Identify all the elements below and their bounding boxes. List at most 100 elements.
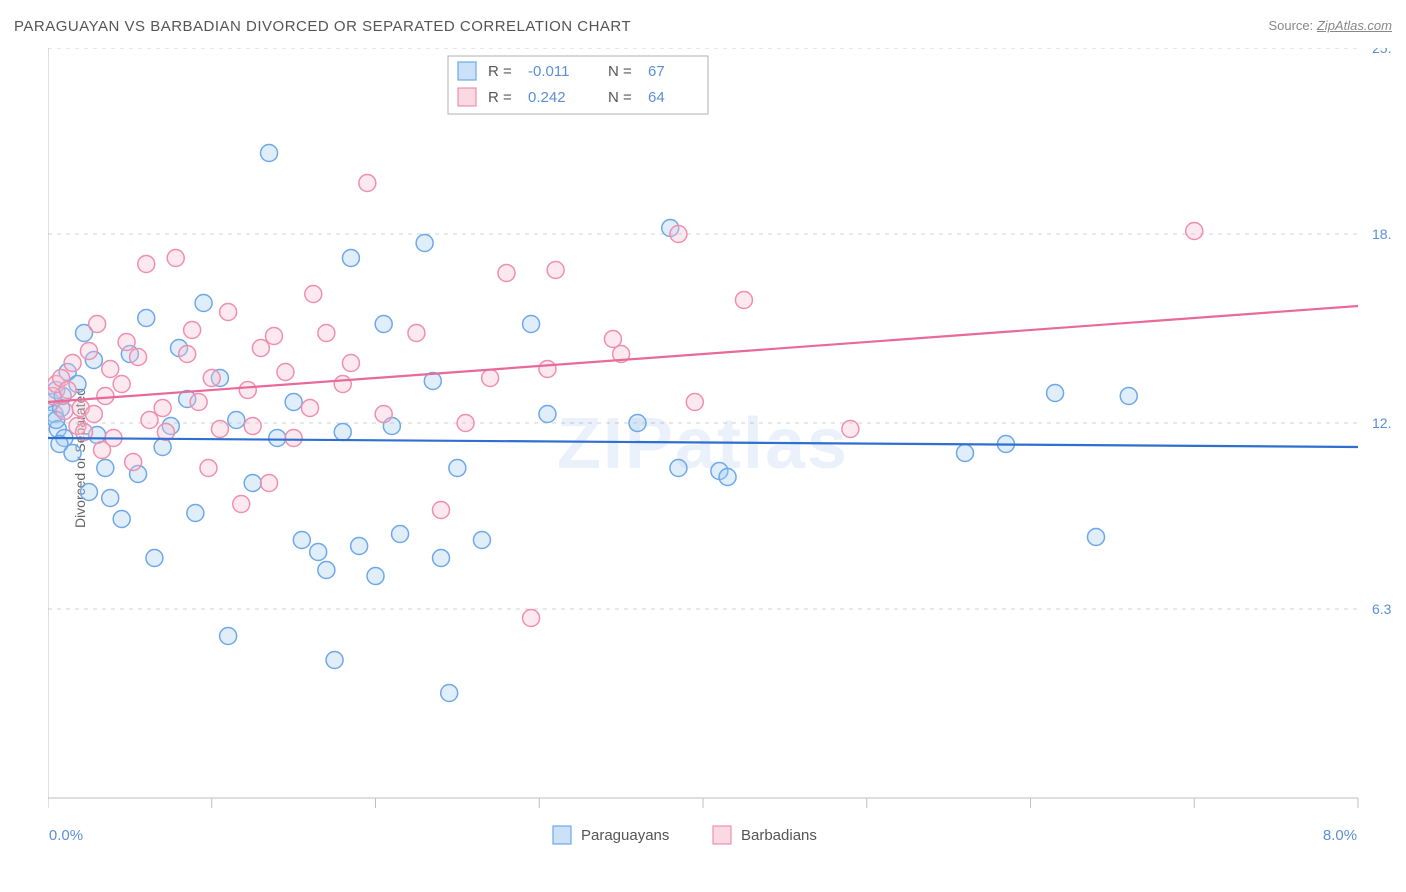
data-point-barbadians — [59, 382, 76, 399]
data-point-paraguayans — [539, 406, 556, 423]
data-point-paraguayans — [220, 628, 237, 645]
data-point-paraguayans — [154, 439, 171, 456]
data-point-barbadians — [433, 502, 450, 519]
data-point-barbadians — [138, 256, 155, 273]
data-point-barbadians — [252, 340, 269, 357]
data-point-paraguayans — [102, 490, 119, 507]
stats-r-label: R = — [488, 63, 512, 80]
x-tick-label: 0.0% — [49, 827, 83, 844]
data-point-paraguayans — [244, 475, 261, 492]
x-tick-label: 8.0% — [1323, 827, 1357, 844]
data-point-barbadians — [211, 421, 228, 438]
data-point-barbadians — [305, 286, 322, 303]
stats-n-label: N = — [608, 63, 632, 80]
data-point-paraguayans — [80, 484, 97, 501]
data-point-barbadians — [200, 460, 217, 477]
stats-r-label: R = — [488, 89, 512, 106]
data-point-paraguayans — [261, 145, 278, 162]
data-point-barbadians — [89, 316, 106, 333]
data-point-paraguayans — [670, 460, 687, 477]
data-point-paraguayans — [293, 532, 310, 549]
data-point-paraguayans — [187, 505, 204, 522]
data-point-paraguayans — [433, 550, 450, 567]
stats-box — [448, 56, 708, 114]
stats-r-value: 0.242 — [528, 89, 566, 106]
stats-n-label: N = — [608, 89, 632, 106]
data-point-paraguayans — [1047, 385, 1064, 402]
data-point-paraguayans — [629, 415, 646, 432]
y-tick-label: 12.5% — [1372, 415, 1392, 431]
data-point-paraguayans — [195, 295, 212, 312]
data-point-paraguayans — [326, 652, 343, 669]
stats-n-value: 64 — [648, 89, 665, 106]
data-point-barbadians — [302, 400, 319, 417]
data-point-barbadians — [203, 370, 220, 387]
data-point-barbadians — [375, 406, 392, 423]
data-point-barbadians — [261, 475, 278, 492]
data-point-barbadians — [118, 334, 135, 351]
legend-swatch-barbadians — [713, 826, 731, 844]
stats-n-value: 67 — [648, 63, 665, 80]
source-link[interactable]: ZipAtlas.com — [1317, 18, 1392, 33]
data-point-barbadians — [233, 496, 250, 513]
data-point-barbadians — [64, 355, 81, 372]
data-point-paraguayans — [1120, 388, 1137, 405]
data-point-paraguayans — [138, 310, 155, 327]
data-point-barbadians — [102, 361, 119, 378]
data-point-barbadians — [190, 394, 207, 411]
data-point-paraguayans — [523, 316, 540, 333]
legend-label-barbadians: Barbadians — [741, 827, 817, 844]
data-point-barbadians — [154, 400, 171, 417]
data-point-barbadians — [56, 403, 73, 420]
data-point-barbadians — [167, 250, 184, 267]
data-point-barbadians — [539, 361, 556, 378]
data-point-barbadians — [359, 175, 376, 192]
data-point-barbadians — [184, 322, 201, 339]
data-point-paraguayans — [473, 532, 490, 549]
data-point-barbadians — [318, 325, 335, 342]
data-point-barbadians — [80, 343, 97, 360]
data-point-barbadians — [285, 430, 302, 447]
data-point-paraguayans — [367, 568, 384, 585]
data-point-paraguayans — [113, 511, 130, 528]
data-point-barbadians — [1186, 223, 1203, 240]
data-point-paraguayans — [719, 469, 736, 486]
source-credit: Source: ZipAtlas.com — [1268, 18, 1392, 33]
data-point-barbadians — [244, 418, 261, 435]
data-point-paraguayans — [351, 538, 368, 555]
data-point-paraguayans — [318, 562, 335, 579]
data-point-barbadians — [670, 226, 687, 243]
legend-label-paraguayans: Paraguayans — [581, 827, 669, 844]
data-point-paraguayans — [228, 412, 245, 429]
data-point-barbadians — [220, 304, 237, 321]
data-point-barbadians — [482, 370, 499, 387]
stats-r-value: -0.011 — [528, 63, 569, 80]
data-point-barbadians — [141, 412, 158, 429]
data-point-barbadians — [239, 382, 256, 399]
data-point-barbadians — [97, 388, 114, 405]
data-point-paraguayans — [375, 316, 392, 333]
stats-swatch-paraguayans — [458, 62, 476, 80]
data-point-paraguayans — [957, 445, 974, 462]
y-tick-label: 25.0% — [1372, 48, 1392, 56]
chart-title: PARAGUAYAN VS BARBADIAN DIVORCED OR SEPA… — [14, 18, 631, 35]
data-point-paraguayans — [97, 460, 114, 477]
data-point-paraguayans — [269, 430, 286, 447]
data-point-paraguayans — [334, 424, 351, 441]
data-point-barbadians — [113, 376, 130, 393]
data-point-barbadians — [334, 376, 351, 393]
data-point-barbadians — [457, 415, 474, 432]
data-point-barbadians — [498, 265, 515, 282]
trendline-barbadians — [48, 306, 1358, 402]
data-point-barbadians — [125, 454, 142, 471]
data-point-barbadians — [604, 331, 621, 348]
data-point-barbadians — [277, 364, 294, 381]
data-point-barbadians — [265, 328, 282, 345]
data-point-paraguayans — [416, 235, 433, 252]
data-point-barbadians — [523, 610, 540, 627]
data-point-barbadians — [342, 355, 359, 372]
data-point-paraguayans — [392, 526, 409, 543]
data-point-paraguayans — [64, 445, 81, 462]
y-tick-label: 18.8% — [1372, 226, 1392, 242]
data-point-barbadians — [842, 421, 859, 438]
